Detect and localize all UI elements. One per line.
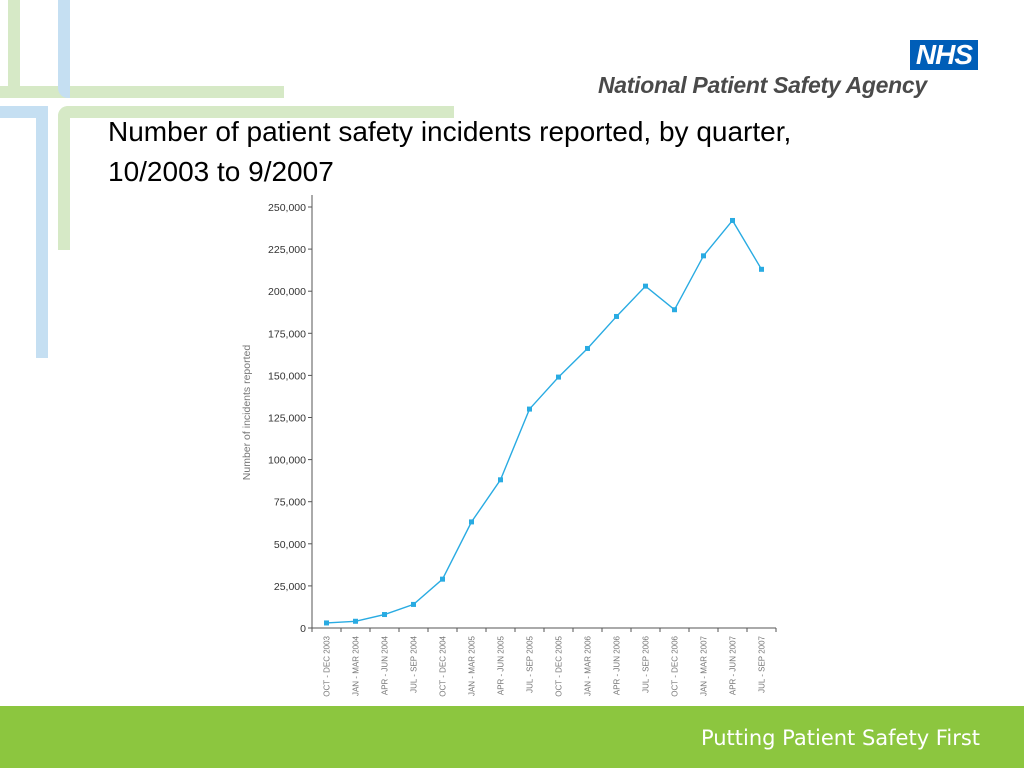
x-tick-label: JAN - MAR 2004 [352,635,361,696]
x-tick-label: APR - JUN 2004 [381,635,390,695]
slide-title-line2: 10/2003 to 9/2007 [108,156,334,187]
x-tick-label: APR - JUN 2007 [729,635,738,695]
decorative-cross-green-lower-vertical [58,106,70,250]
series-line [326,219,763,624]
incidents-line-chart: 0 25,000 50,000 75,000 100,000 125,000 150,000… [241,195,777,697]
slide-title: Number of patient safety incidents repor… [108,112,988,192]
data-point [759,266,764,272]
nhs-logo: NHS [909,40,978,70]
decorative-cross-green-lower-horizontal [58,106,454,118]
x-tick-label: APR - JUN 2005 [497,635,506,695]
y-tick-label: 25,000 [274,581,306,593]
x-tick-label: JAN - MAR 2005 [468,635,477,696]
x-tick-label: OCT - DEC 2003 [323,635,332,696]
data-point [411,601,416,607]
y-tick-label: 225,000 [268,244,306,256]
data-point [527,406,532,412]
y-axis-title: Number of incidents reported [241,345,253,481]
x-tick-label: JUL - SEP 2007 [758,635,767,692]
y-tick-label: 200,000 [268,286,306,298]
x-tick-label: OCT - DEC 2006 [671,635,680,696]
data-point [672,307,677,313]
x-tick-label: OCT - DEC 2005 [555,635,564,696]
x-tick-label: JUL - SEP 2004 [410,635,419,692]
y-tick-label: 125,000 [268,413,306,425]
nhs-logo-box: NHS [909,40,978,70]
decorative-cross-green-vertical [8,0,20,98]
y-tick-label: 50,000 [274,539,306,551]
data-point [324,620,329,626]
x-tick-label: JAN - MAR 2006 [584,635,593,696]
data-point [701,253,706,259]
data-point [353,618,358,624]
data-point [382,612,387,618]
y-tick-label: 175,000 [268,328,306,340]
data-point [585,345,590,351]
decorative-cross-blue-lower-vertical [36,106,48,358]
y-tick-label: 100,000 [268,455,306,467]
decorative-cross-green-horizontal [0,86,284,98]
y-tick-label: 250,000 [268,202,306,214]
data-point [440,576,445,582]
slide-title-line1: Number of patient safety incidents repor… [108,116,792,147]
data-point [614,313,619,319]
data-point [556,374,561,380]
data-point [469,519,474,525]
data-point [643,283,648,289]
x-tick-label: JUL - SEP 2005 [526,635,535,692]
data-point [498,477,503,483]
y-tick-label: 150,000 [268,370,306,382]
footer-slogan: Putting Patient Safety First [700,726,980,750]
y-tick-label: 75,000 [274,497,306,509]
footer-bar: Putting Patient Safety First [0,706,1024,768]
x-tick-label: OCT - DEC 2004 [439,635,448,696]
agency-name: National Patient Safety Agency [598,72,927,98]
x-tick-label: JAN - MAR 2007 [700,635,709,696]
x-tick-label: JUL - SEP 2006 [642,635,651,692]
decorative-cross-blue-vertical [58,0,70,98]
y-tick-label: 0 [300,623,306,635]
x-tick-label: APR - JUN 2006 [613,635,622,695]
data-point [730,217,735,223]
